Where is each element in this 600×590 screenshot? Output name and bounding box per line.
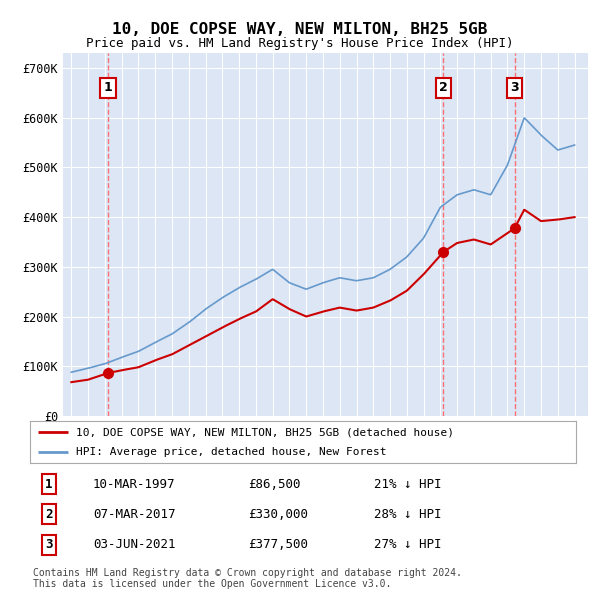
Text: 21% ↓ HPI: 21% ↓ HPI [374, 478, 442, 491]
Text: Contains HM Land Registry data © Crown copyright and database right 2024.
This d: Contains HM Land Registry data © Crown c… [33, 568, 462, 589]
Text: £330,000: £330,000 [248, 508, 308, 521]
Text: 1: 1 [104, 81, 112, 94]
Text: HPI: Average price, detached house, New Forest: HPI: Average price, detached house, New … [76, 447, 387, 457]
Text: 3: 3 [510, 81, 519, 94]
Text: 2: 2 [439, 81, 448, 94]
Text: Price paid vs. HM Land Registry's House Price Index (HPI): Price paid vs. HM Land Registry's House … [86, 37, 514, 50]
Text: 10, DOE COPSE WAY, NEW MILTON, BH25 5GB: 10, DOE COPSE WAY, NEW MILTON, BH25 5GB [112, 22, 488, 37]
Text: 1: 1 [46, 478, 53, 491]
Text: 28% ↓ HPI: 28% ↓ HPI [374, 508, 442, 521]
Text: 10, DOE COPSE WAY, NEW MILTON, BH25 5GB (detached house): 10, DOE COPSE WAY, NEW MILTON, BH25 5GB … [76, 427, 454, 437]
Text: 07-MAR-2017: 07-MAR-2017 [93, 508, 175, 521]
Text: £86,500: £86,500 [248, 478, 301, 491]
Text: 10-MAR-1997: 10-MAR-1997 [93, 478, 175, 491]
Text: £377,500: £377,500 [248, 538, 308, 551]
Text: 3: 3 [46, 538, 53, 551]
Text: 27% ↓ HPI: 27% ↓ HPI [374, 538, 442, 551]
Text: 2: 2 [46, 508, 53, 521]
Text: 03-JUN-2021: 03-JUN-2021 [93, 538, 175, 551]
